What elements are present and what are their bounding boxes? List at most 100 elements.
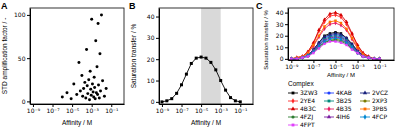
series-line <box>291 13 379 59</box>
scatter-point <box>97 83 100 86</box>
tick: 10⁻⁵ <box>195 104 209 114</box>
legend-item: 4FZJ <box>288 113 313 121</box>
scatter-point <box>93 76 96 79</box>
tick-label: 10⁻³ <box>86 107 100 114</box>
x-axis: 10⁻⁹10⁻⁷10⁻⁵10⁻³10⁻¹ <box>285 60 394 70</box>
series-marker <box>312 44 315 49</box>
series-marker <box>234 99 237 102</box>
scatter-point <box>97 22 100 25</box>
legend-symbol <box>363 114 366 119</box>
series-marker <box>204 57 207 60</box>
series-line <box>291 21 379 59</box>
legend-symbol <box>291 115 294 118</box>
legend-item: 3B25 <box>324 97 352 104</box>
legend-item: 4KAB <box>324 89 352 96</box>
legend-symbol <box>364 108 367 111</box>
plot-area <box>160 8 241 104</box>
series-marker <box>301 56 303 58</box>
series-marker <box>345 28 348 33</box>
scatter-point <box>86 84 89 87</box>
tick-label: 10⁻¹ <box>105 107 119 114</box>
series-marker <box>323 25 325 27</box>
series-marker <box>334 31 338 34</box>
series-marker <box>219 79 222 82</box>
tick-label: 0 <box>22 98 26 105</box>
scatter-point <box>72 83 75 86</box>
series-marker <box>367 56 370 59</box>
tick: 10⁻⁷ <box>175 104 189 114</box>
legend-label: 2VCZ <box>372 89 388 96</box>
series-marker <box>356 52 359 55</box>
series-marker <box>290 57 293 60</box>
series-marker <box>296 57 299 60</box>
scatter-point <box>96 93 99 96</box>
panel: 10⁻⁹10⁻⁷10⁻⁵10⁻³10⁻¹010203040BAffinity /… <box>129 1 254 127</box>
series-marker <box>345 44 347 46</box>
tick: 10⁻⁷ <box>46 104 60 114</box>
series-marker <box>301 56 303 58</box>
x-axis-title: Affinity / M <box>191 119 221 127</box>
series-marker <box>296 55 299 60</box>
tick-mark <box>285 47 288 48</box>
series-marker <box>334 36 337 41</box>
scatter-point <box>85 48 88 51</box>
legend-title: Complex <box>288 80 314 88</box>
tick-label: 10⁻⁵ <box>66 107 80 114</box>
scatter-point <box>81 95 84 98</box>
scatter-point <box>98 96 101 99</box>
series-marker <box>340 41 342 43</box>
tick-label: 10 <box>276 44 284 51</box>
scatter-point <box>94 39 97 42</box>
tick-mark <box>285 59 288 60</box>
axis-line <box>288 9 289 61</box>
series-marker <box>356 52 359 55</box>
tick-mark <box>285 36 288 37</box>
scatter-point <box>89 88 92 91</box>
tick: 30 <box>276 21 288 28</box>
legend-label: 3PB5 <box>372 105 388 112</box>
series-marker <box>290 57 293 60</box>
series-marker <box>323 17 327 20</box>
tick-label: 10⁻⁵ <box>195 107 209 114</box>
series-marker <box>239 100 242 103</box>
legend-line <box>288 93 298 94</box>
tick-label: 20 <box>147 56 155 63</box>
series-marker <box>362 55 364 57</box>
series-line <box>291 15 379 59</box>
tick-label: 10⁻³ <box>351 63 365 70</box>
series-marker <box>318 35 321 40</box>
legend-item: 3ZW3 <box>288 89 318 96</box>
series-marker <box>367 56 369 58</box>
series-marker <box>185 73 188 76</box>
legend-item: 2XP3 <box>360 97 388 104</box>
series-marker <box>378 57 381 60</box>
scatter-point <box>92 90 95 93</box>
scatter-point <box>99 90 102 93</box>
series-marker <box>362 55 365 58</box>
panel-title: B <box>129 1 136 11</box>
series-marker <box>301 56 304 59</box>
axis-line <box>289 60 395 61</box>
tick: 0 <box>22 98 30 105</box>
series-marker <box>340 37 343 42</box>
scatter-point <box>86 92 89 95</box>
legend-symbol <box>327 106 330 111</box>
series-marker <box>323 35 327 38</box>
tick: 0 <box>151 98 159 105</box>
legend-label: 2XP3 <box>372 97 388 104</box>
series-marker <box>373 57 376 60</box>
tick-label: 50 <box>18 55 26 62</box>
legend-symbol <box>363 91 367 95</box>
tick: 10⁻⁷ <box>307 60 321 70</box>
scatter-point <box>93 86 96 89</box>
tick-label: 10⁻⁹ <box>285 63 299 70</box>
series-marker <box>214 68 217 71</box>
legend-symbol <box>327 115 331 119</box>
axis-line <box>160 104 254 105</box>
scatter-point <box>79 90 82 93</box>
scatter-point <box>88 98 91 101</box>
tick-mark <box>285 24 288 25</box>
tick-label: 10⁻¹ <box>374 63 388 70</box>
tick: 30 <box>147 34 159 41</box>
tick: 0 <box>280 55 288 62</box>
